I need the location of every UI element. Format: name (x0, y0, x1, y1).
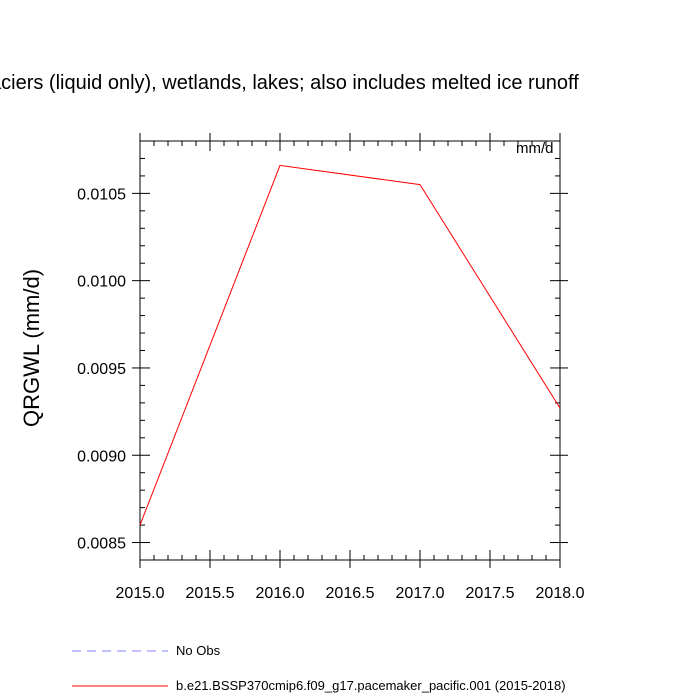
x-tick-label: 2015.5 (186, 585, 235, 602)
x-tick-label: 2016.0 (256, 585, 305, 602)
x-axis: 2015.0 2015.5 2016.0 2016.5 2017.0 2017.5 2018… (116, 133, 585, 602)
y-tick-label: 0.0085 (77, 536, 126, 553)
y-tick-label: 0.0105 (77, 186, 126, 203)
y-axis: 0.0085 0.0090 0.0095 0.0100 0.0105 (77, 140, 568, 561)
units-label: mm/d (516, 140, 554, 157)
x-tick-label: 2015.0 (116, 585, 165, 602)
y-tick-label: 0.0100 (77, 274, 126, 291)
y-tick-label: 0.0095 (77, 361, 126, 378)
series-layer (139, 164, 561, 526)
legend-label-model: b.e21.BSSP370cmip6.f09_g17.pacemaker_pac… (176, 678, 566, 693)
x-tick-label: 2017.5 (466, 585, 515, 602)
y-tick-label: 0.0090 (77, 448, 126, 465)
series-line-0 (139, 164, 561, 526)
x-tick-label: 2018.0 (536, 585, 585, 602)
plot-frame (139, 140, 561, 561)
legend-label-no-obs: No Obs (176, 643, 221, 658)
legend (72, 650, 168, 687)
x-tick-label: 2017.0 (396, 585, 445, 602)
x-tick-label: 2016.5 (326, 585, 375, 602)
chart-title: aciers (liquid only), wetlands, lakes; a… (0, 72, 579, 94)
